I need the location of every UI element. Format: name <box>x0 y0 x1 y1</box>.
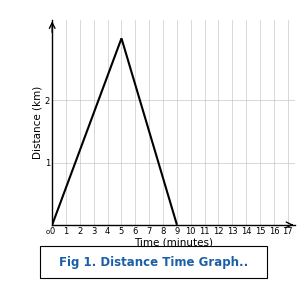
Y-axis label: Distance (km): Distance (km) <box>32 86 42 159</box>
Text: Fig 1. Distance Time Graph..: Fig 1. Distance Time Graph.. <box>59 255 248 269</box>
FancyBboxPatch shape <box>40 246 267 278</box>
Text: o: o <box>46 229 50 235</box>
X-axis label: Time (minutes): Time (minutes) <box>134 237 213 247</box>
